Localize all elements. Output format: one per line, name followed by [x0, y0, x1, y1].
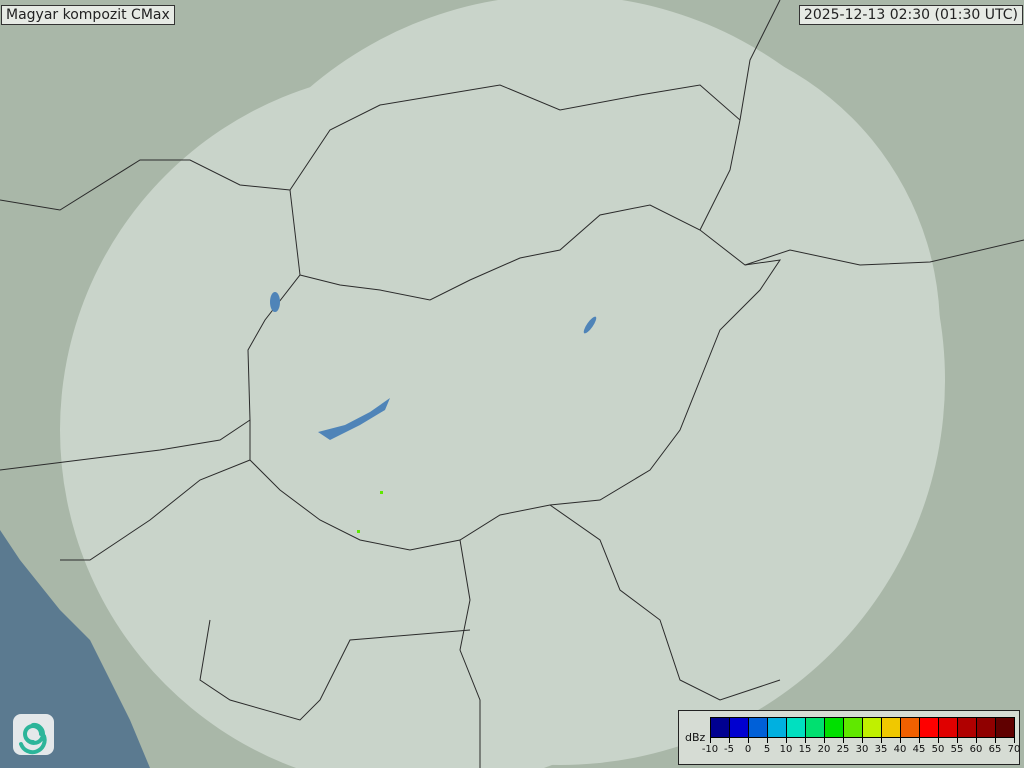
legend-tick-mark [824, 737, 825, 743]
radar-echoes [357, 491, 383, 533]
legend-tick-label: 0 [744, 744, 752, 755]
legend-tick-label: -5 [724, 744, 734, 755]
legend-tick-mark [919, 737, 920, 743]
legend-tick-label: 70 [1007, 744, 1021, 755]
timestamp: 2025-12-13 02:30 (01:30 UTC) [798, 5, 1023, 25]
legend-tick-mark [748, 737, 749, 743]
legend-tick-mark [957, 737, 958, 743]
legend-swatch [825, 718, 844, 737]
legend-ticks: -10 -5 0 5 10 15 20 25 30 35 40 45 50 55 60 65 70 [694, 737, 1020, 761]
legend-tick-label: 5 [763, 744, 771, 755]
radar-coverage [60, 0, 945, 768]
legend-tick-label: 20 [817, 744, 831, 755]
legend-tick-mark [862, 737, 863, 743]
legend-tick-mark [1014, 737, 1015, 743]
legend-swatch [939, 718, 958, 737]
legend-swatch [958, 718, 977, 737]
legend-tick-label: -10 [701, 744, 719, 755]
legend-swatch [806, 718, 825, 737]
swirl-logo [13, 714, 54, 755]
legend-swatch [996, 718, 1014, 737]
legend-tick-mark [938, 737, 939, 743]
legend-tick-mark [710, 737, 711, 743]
legend-tick-mark [767, 737, 768, 743]
legend-swatch [882, 718, 901, 737]
legend-swatch [711, 718, 730, 737]
dbz-legend: dBz -10 -5 0 5 10 15 20 25 30 35 40 45 50 55 60 65 70 [678, 710, 1020, 765]
legend-swatch [844, 718, 863, 737]
sea [0, 530, 150, 768]
legend-swatch [768, 718, 787, 737]
legend-swatch [787, 718, 806, 737]
legend-tick-mark [805, 737, 806, 743]
legend-swatch [730, 718, 749, 737]
legend-swatch [901, 718, 920, 737]
legend-tick-label: 15 [798, 744, 812, 755]
legend-tick-mark [729, 737, 730, 743]
legend-tick-mark [881, 737, 882, 743]
legend-tick-mark [786, 737, 787, 743]
legend-tick-mark [843, 737, 844, 743]
legend-swatch [977, 718, 996, 737]
lakes [270, 292, 597, 440]
map-title: Magyar kompozit CMax [1, 5, 175, 25]
lake-balaton [318, 398, 390, 440]
legend-tick-label: 40 [893, 744, 907, 755]
legend-unit: dBz [685, 731, 706, 744]
legend-swatch [863, 718, 882, 737]
legend-tick-mark [900, 737, 901, 743]
legend-color-bar [710, 717, 1015, 738]
legend-tick-label: 35 [874, 744, 888, 755]
legend-swatch [749, 718, 768, 737]
legend-tick-label: 60 [969, 744, 983, 755]
legend-tick-label: 30 [855, 744, 869, 755]
legend-tick-label: 10 [779, 744, 793, 755]
legend-tick-mark [976, 737, 977, 743]
legend-swatch [920, 718, 939, 737]
legend-tick-label: 25 [836, 744, 850, 755]
legend-tick-label: 65 [988, 744, 1002, 755]
legend-tick-label: 45 [912, 744, 926, 755]
legend-tick-label: 55 [950, 744, 964, 755]
legend-tick-label: 50 [931, 744, 945, 755]
legend-tick-mark [995, 737, 996, 743]
hungary-border [247, 204, 782, 551]
